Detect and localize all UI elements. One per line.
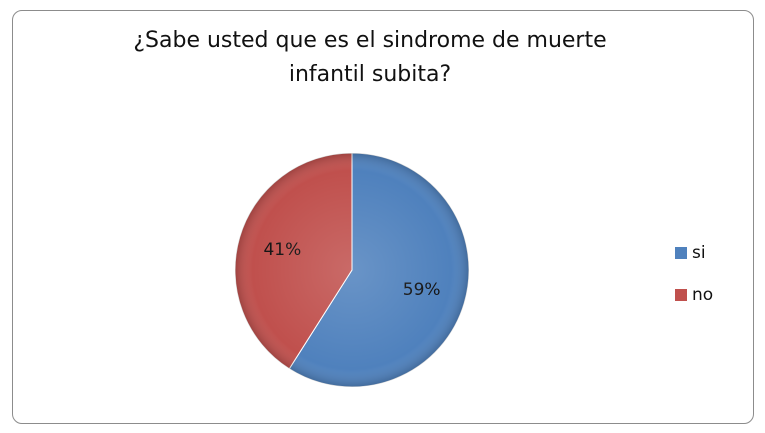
legend-label: si xyxy=(692,243,706,263)
legend-label: no xyxy=(692,285,713,305)
legend-swatch xyxy=(675,247,687,259)
chart-title: ¿Sabe usted que es el sindrome de muerte… xyxy=(133,28,607,87)
data-label: 41% xyxy=(263,240,301,260)
legend-swatch xyxy=(675,289,687,301)
data-label: 59% xyxy=(403,280,441,300)
chart-frame xyxy=(12,10,754,424)
